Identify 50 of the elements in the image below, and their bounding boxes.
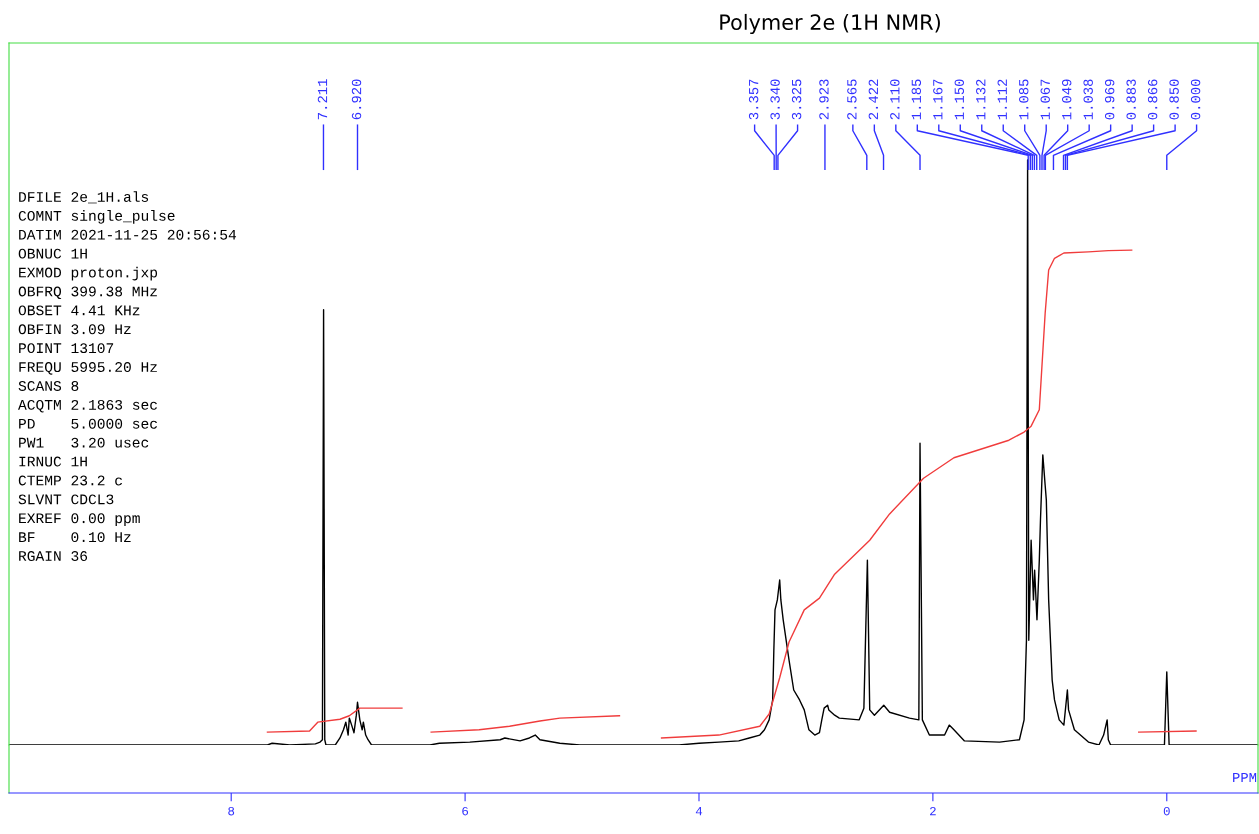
annotation: 2.422 [868, 79, 878, 120]
annotation: PD 5.0000 sec [19, 418, 157, 429]
annotation: 1.085 [1019, 79, 1029, 120]
annotation: FREQU 5995.20 Hz [19, 362, 157, 375]
chart-title: Polymer 2e (1H NMR) [720, 13, 940, 35]
annotation: ACQTM 2.1863 sec [18, 399, 157, 413]
annotation: 0.850 [1169, 79, 1179, 120]
annotation: OBSET 4.41 KHz [18, 305, 140, 316]
annotation: COMNT single_pulse [18, 210, 175, 224]
annotation: 1.167 [933, 79, 943, 120]
annotation: 7.211 [317, 79, 328, 120]
annotation: 1.112 [997, 79, 1007, 120]
annotation: 2.110 [890, 79, 900, 120]
annotation: 1.049 [1061, 79, 1072, 120]
annotation: PW1 3.20 usec [19, 437, 149, 448]
annotation: DFILE 2e_1H.als [19, 191, 149, 204]
annotation: 1.185 [911, 79, 922, 120]
annotation: 2.565 [847, 79, 857, 120]
annotation: SCANS 8 [18, 381, 79, 391]
annotation: POINT 13107 [19, 343, 114, 354]
annotation: 1.132 [976, 79, 986, 120]
annotation: 1.150 [954, 79, 964, 120]
annotation: 3.357 [748, 79, 759, 120]
annotation: 1.038 [1083, 79, 1093, 120]
x-tick-label: 8 [228, 806, 235, 816]
x-tick-label: 4 [695, 807, 703, 816]
annotation: EXMOD proton.jxp [19, 266, 158, 281]
annotation: 2.923 [819, 79, 829, 120]
annotation: 3.340 [770, 79, 780, 120]
annotation: CTEMP 23.2 c [18, 475, 122, 486]
annotation: EXREF 0.00 ppm [19, 513, 140, 527]
x-tick-label: 2 [930, 806, 936, 816]
annotation: 0.969 [1104, 79, 1115, 120]
annotation: 1.067 [1040, 79, 1050, 120]
annotation: 6.920 [351, 79, 362, 120]
annotation: 0.000 [1190, 79, 1201, 120]
annotation: 0.883 [1126, 79, 1136, 120]
annotation: 0.866 [1147, 79, 1158, 120]
annotation: OBFRQ 399.38 MHz [18, 286, 157, 300]
annotation: OBNUC 1H [18, 248, 87, 259]
annotation: OBFIN 3.09 Hz [18, 324, 131, 335]
annotation: DATIM 2021-11-25 20:56:54 [19, 229, 237, 240]
annotation: 3.325 [791, 79, 802, 120]
x-axis-title: PPM [1233, 772, 1257, 783]
x-tick-label: 6 [462, 806, 469, 816]
annotation: SLVNT CDCL3 [18, 494, 114, 505]
annotation: BF 0.10 Hz [19, 532, 131, 543]
annotation: IRNUC 1H [19, 456, 87, 467]
annotation: RGAIN 36 [19, 551, 88, 562]
x-tick-label: 0 [1163, 806, 1170, 816]
